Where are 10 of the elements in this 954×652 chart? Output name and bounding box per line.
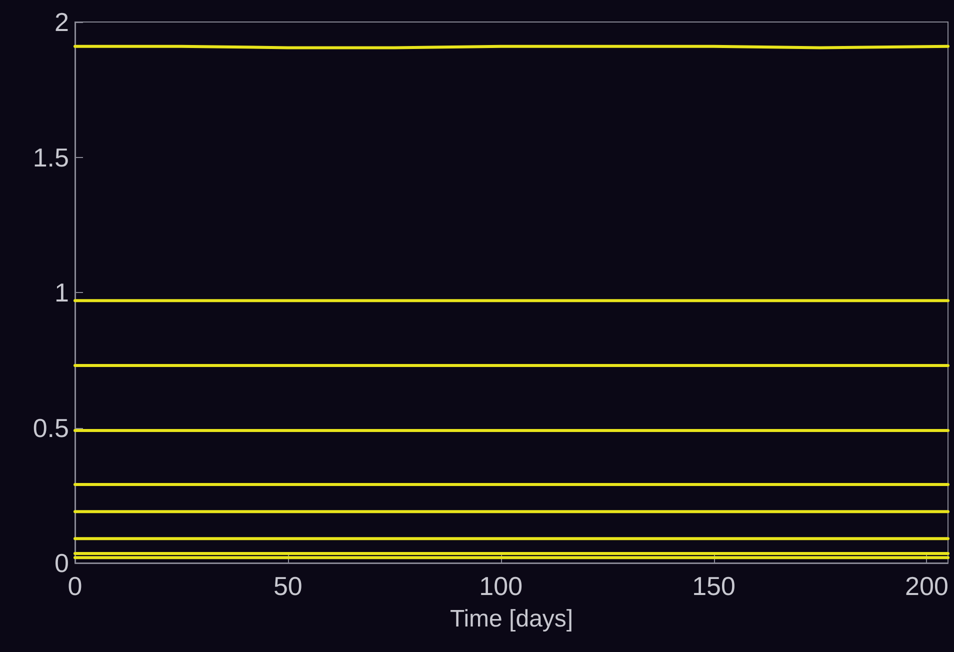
y-tick-label: 1.5	[32, 142, 69, 172]
y-tick-label: 0	[54, 548, 69, 578]
x-axis-title: Time [days]	[450, 606, 574, 632]
x-tick-label: 200	[905, 571, 948, 601]
y-tick-label: 2	[54, 7, 69, 37]
x-tick-label: 100	[479, 571, 523, 601]
x-tick-label: 150	[692, 571, 736, 601]
y-tick-label: 1	[54, 278, 69, 308]
y-tick-label: 0.5	[32, 412, 69, 443]
x-tick-label: 50	[273, 571, 302, 601]
